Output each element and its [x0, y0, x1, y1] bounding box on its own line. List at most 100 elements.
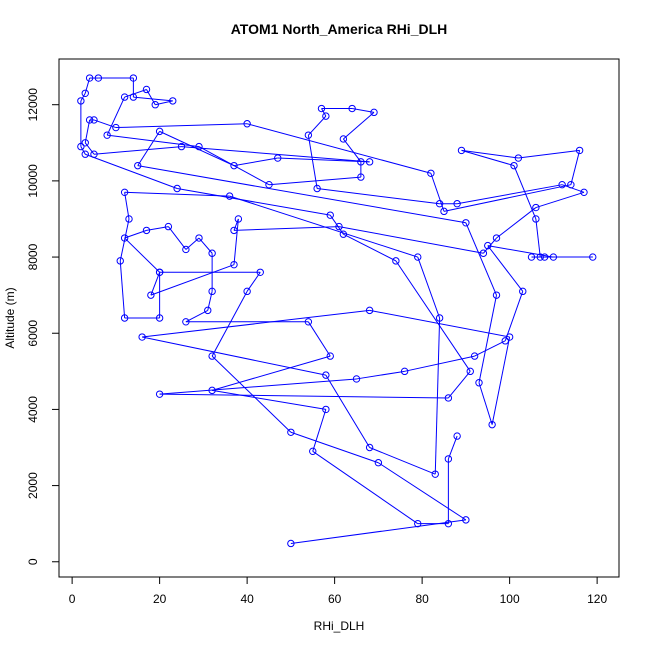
data-point: [322, 112, 330, 120]
series-line-segment: [535, 218, 541, 258]
series-line-segment: [80, 146, 86, 155]
data-point: [81, 139, 89, 147]
series-line-segment: [84, 142, 95, 155]
data-point: [304, 318, 313, 326]
data-point: [230, 226, 238, 235]
series-line-segment: [106, 96, 126, 136]
data-point: [505, 333, 514, 341]
series-line-segment: [312, 450, 419, 525]
series-line-segment: [277, 157, 370, 163]
series-line-segment: [84, 77, 91, 94]
series-line-segment: [343, 233, 397, 262]
x-tick-label: 20: [153, 592, 167, 606]
data-point: [540, 253, 549, 261]
data-point: [208, 249, 216, 257]
x-tick-label: 0: [69, 592, 76, 606]
series-line-segment: [268, 176, 361, 186]
data-point: [475, 379, 483, 387]
data-point: [357, 173, 365, 181]
series-line-segment: [185, 309, 208, 323]
data-point: [142, 226, 151, 235]
series-line-segment: [124, 237, 160, 273]
data-point: [195, 142, 203, 151]
series-line-segment: [478, 295, 497, 383]
data-point: [129, 93, 138, 101]
x-tick-label: 100: [500, 592, 520, 606]
series-line-segment: [321, 108, 327, 117]
series-line-segment: [504, 291, 524, 342]
data-point: [116, 257, 124, 265]
y-tick-label: 0: [26, 558, 40, 565]
data-point: [453, 200, 461, 208]
data-point: [204, 306, 212, 315]
series-line-segment: [124, 88, 147, 98]
data-point: [435, 314, 444, 322]
data-point: [462, 219, 470, 227]
data-point: [313, 184, 321, 193]
series-line-segment: [404, 355, 475, 372]
series-line-segment: [80, 93, 86, 102]
series-line-segment: [93, 119, 117, 129]
series-line-segment: [142, 309, 370, 338]
data-point: [536, 253, 544, 261]
data-point: [120, 188, 129, 197]
data-point: [274, 154, 282, 162]
data-point: [492, 234, 501, 242]
data-point: [125, 215, 133, 223]
series-line-segment: [150, 264, 235, 296]
series-line-segment: [85, 153, 178, 189]
series-points: [77, 74, 597, 548]
series-line-segment: [378, 462, 467, 521]
data-point: [339, 135, 348, 143]
series-line-segment: [150, 272, 161, 296]
series-line-segment: [487, 245, 524, 292]
data-point: [444, 394, 453, 402]
series-line-segment: [115, 123, 248, 129]
data-point: [120, 314, 129, 322]
data-point: [322, 371, 330, 379]
data-point: [527, 253, 536, 261]
x-axis: 0 20 40 60 80 100 120: [69, 576, 607, 606]
x-tick-label: 120: [587, 592, 607, 606]
series-line-segment: [434, 317, 441, 475]
data-point: [234, 215, 243, 223]
series-line-segment: [211, 291, 248, 357]
data-point: [77, 142, 85, 151]
data-point: [435, 200, 444, 208]
series-line-segment: [233, 226, 340, 231]
series-line-segment: [417, 256, 441, 319]
series-line-segment: [146, 89, 156, 105]
data-point: [339, 230, 348, 238]
series-line-segment: [307, 135, 318, 189]
series-lines: [80, 77, 593, 544]
series-line-segment: [233, 218, 239, 231]
data-point: [462, 516, 470, 524]
series-line-segment: [167, 226, 187, 250]
series-line-segment: [570, 150, 581, 185]
series-line-segment: [535, 191, 585, 209]
data-point: [453, 432, 461, 440]
data-point: [155, 127, 164, 136]
series-line-segment: [177, 188, 331, 216]
series-line-segment: [107, 134, 200, 148]
data-point: [492, 291, 501, 299]
data-point: [484, 241, 492, 250]
data-point: [147, 291, 155, 299]
series-line-segment: [369, 309, 510, 338]
series-line-segment: [212, 389, 326, 410]
series-line-segment: [119, 218, 130, 261]
data-point: [155, 268, 164, 276]
series-line-segment: [308, 115, 327, 136]
y-axis-label: Altitude (m): [3, 287, 17, 348]
series-line-segment: [474, 340, 506, 357]
series-line-segment: [491, 336, 511, 425]
data-point: [357, 158, 365, 166]
series-line-segment: [461, 149, 519, 159]
data-point: [81, 150, 89, 158]
data-point: [151, 101, 159, 109]
x-tick-label: 40: [240, 592, 254, 606]
series-line-segment: [119, 260, 126, 319]
data-point: [365, 158, 374, 166]
data-point: [549, 253, 558, 261]
